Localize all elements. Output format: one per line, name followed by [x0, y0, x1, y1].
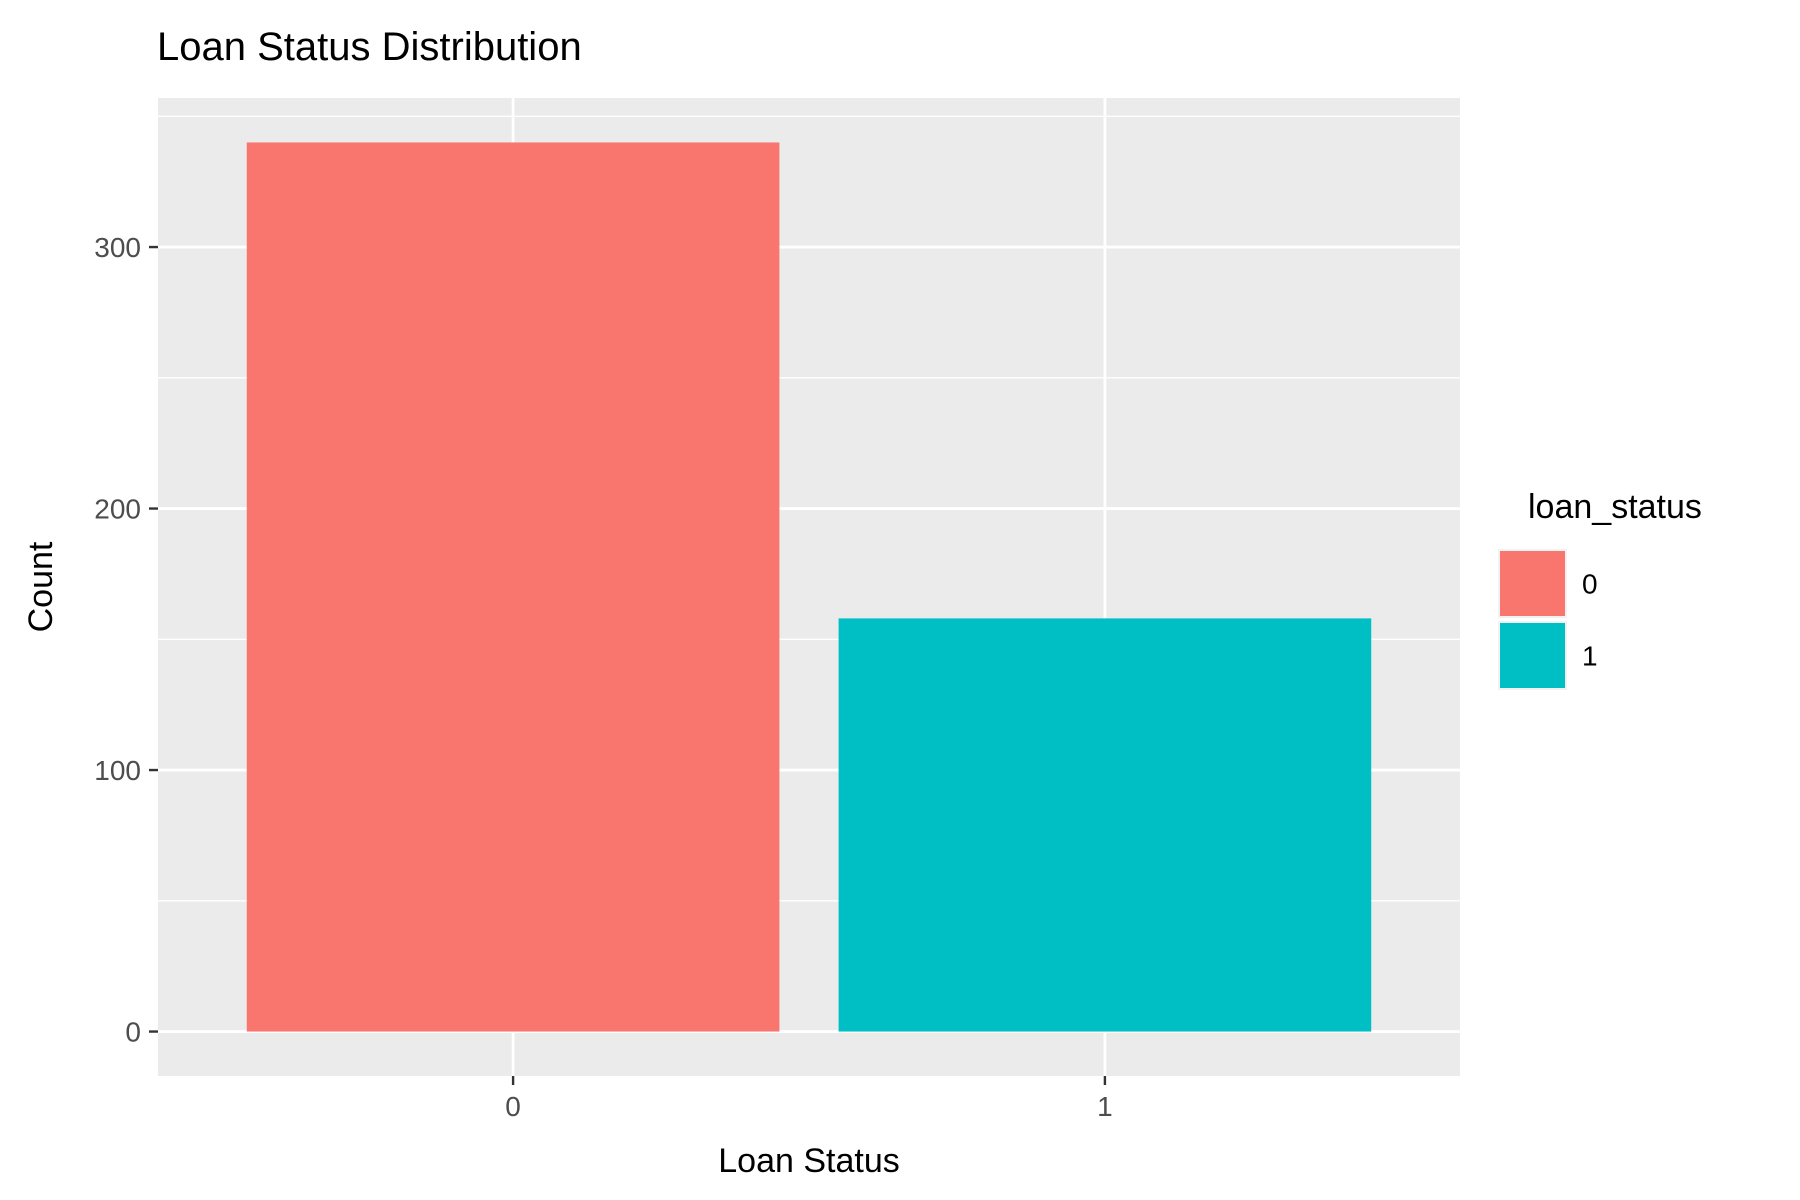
x-axis-label: Loan Status — [718, 1142, 899, 1180]
y-tick-label: 300 — [94, 232, 141, 263]
y-tick-label: 0 — [125, 1017, 141, 1048]
chart-title: Loan Status Distribution — [157, 25, 582, 69]
y-axis: 0 100 200 300 — [94, 232, 158, 1048]
legend-swatch-0 — [1500, 551, 1565, 616]
x-tick-label: 1 — [1097, 1091, 1113, 1122]
legend-swatch-1 — [1500, 623, 1565, 688]
x-tick-label: 0 — [505, 1091, 521, 1122]
bar-0 — [246, 142, 780, 1032]
legend-label-1: 1 — [1582, 641, 1598, 672]
bar-1 — [838, 618, 1372, 1032]
y-axis-label: Count — [22, 541, 60, 632]
legend-entries: 01 — [1498, 549, 1598, 690]
legend: loan_status 01 — [1498, 488, 1702, 690]
y-tick-label: 200 — [94, 494, 141, 525]
y-tick-label: 100 — [94, 755, 141, 786]
legend-label-0: 0 — [1582, 569, 1598, 600]
legend-title: loan_status — [1528, 488, 1702, 526]
bars — [246, 142, 1372, 1032]
